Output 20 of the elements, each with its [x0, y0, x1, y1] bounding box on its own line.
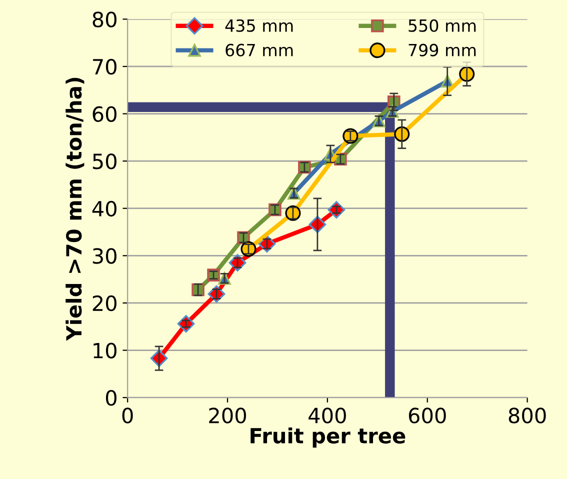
y-tick-label: 50 — [92, 154, 116, 170]
x-tick-label: 200 — [209, 408, 246, 424]
legend-label: 435 mm — [225, 19, 293, 32]
y-axis-title: Yield >70 mm (ton/ha) — [66, 78, 84, 341]
x-tick-label: 800 — [508, 408, 546, 424]
y-tick-label: 10 — [94, 342, 116, 358]
y-tick-label: 70 — [93, 58, 116, 75]
x-axis-title: Fruit per tree — [250, 427, 406, 448]
y-tick-label: 40 — [92, 200, 116, 217]
x-tick-label: 600 — [408, 408, 446, 424]
y-tick-label: 30 — [92, 248, 116, 264]
x-tick-label: 0 — [122, 408, 133, 424]
y-tick-label: 60 — [92, 106, 116, 122]
y-tick-label: 0 — [106, 390, 116, 406]
legend-label: 550 mm — [408, 19, 476, 32]
legend-label: 667 mm — [226, 44, 293, 56]
x-tick-label: 400 — [308, 408, 346, 424]
y-tick-label: 80 — [92, 12, 116, 28]
y-tick-label: 20 — [92, 295, 116, 312]
legend-label: 799 mm — [408, 44, 476, 56]
